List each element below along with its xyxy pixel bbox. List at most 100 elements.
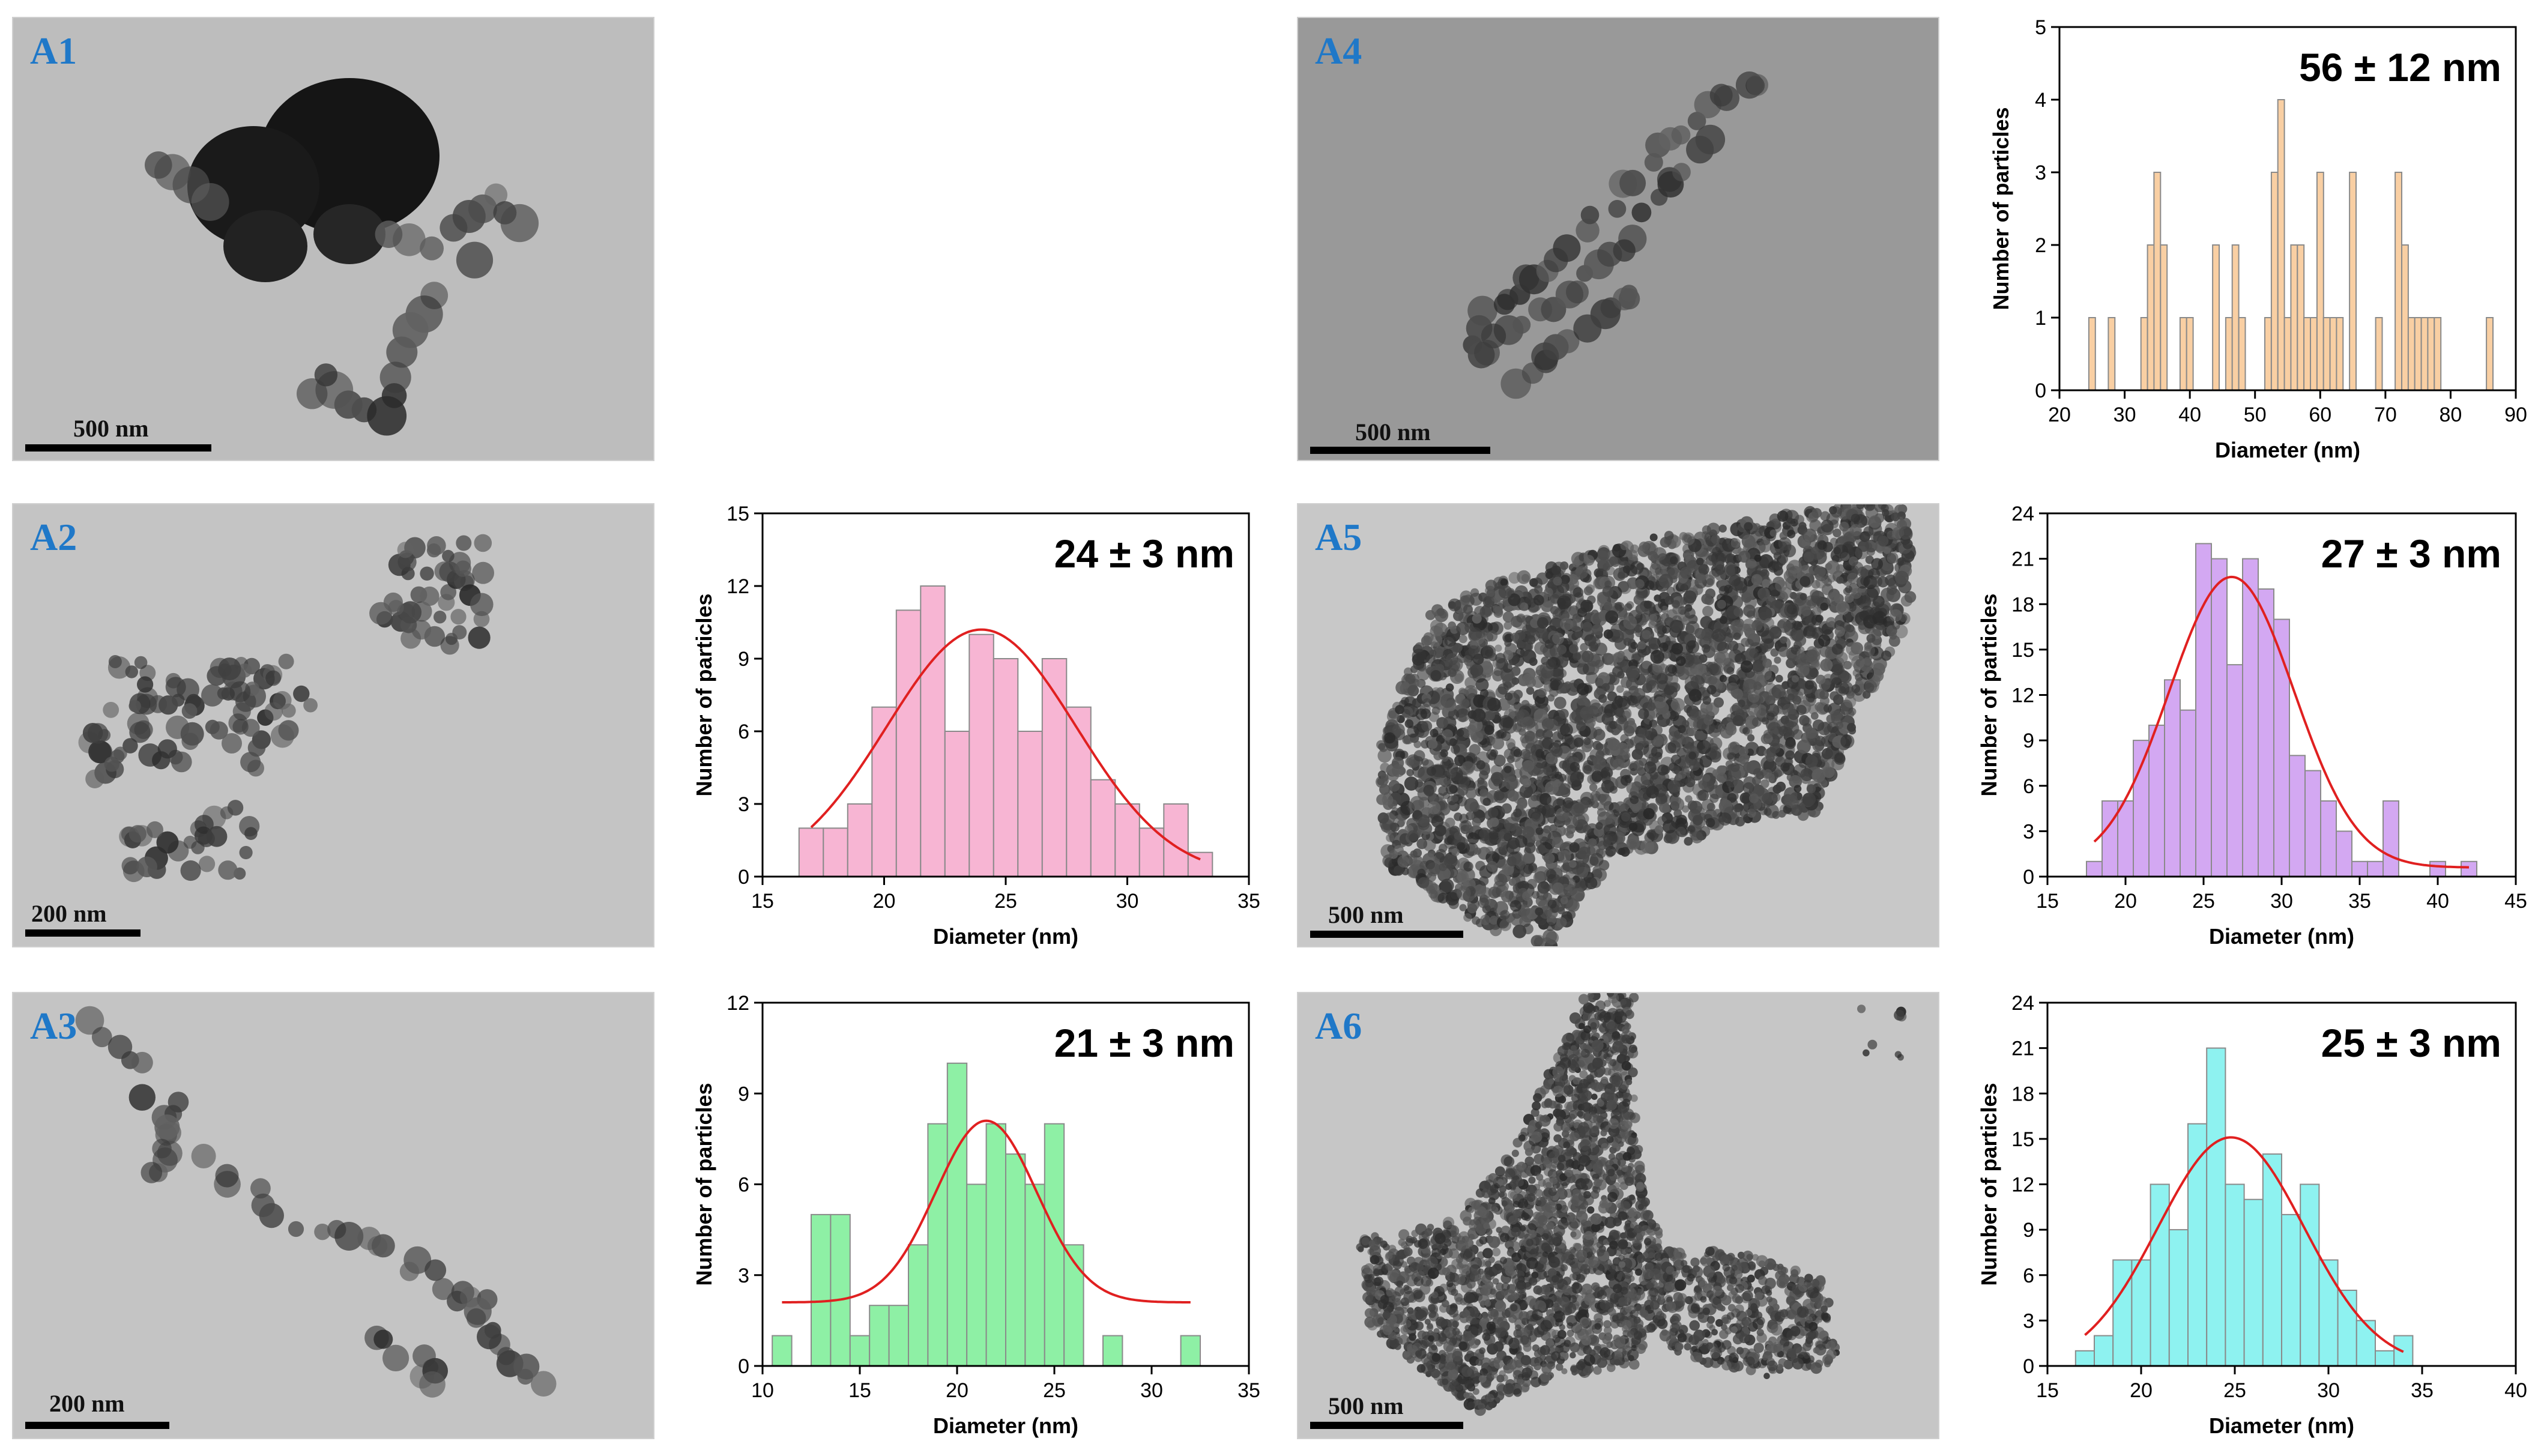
nanoparticle (1557, 595, 1571, 609)
nanoparticle (1684, 836, 1693, 846)
nanoparticle (1438, 786, 1448, 796)
nanoparticle (1711, 534, 1720, 544)
nanoparticle (1405, 674, 1416, 684)
nanoparticle (1469, 744, 1481, 756)
nanoparticle (1709, 793, 1719, 803)
nanoparticle (1851, 561, 1864, 574)
nanoparticle (1585, 717, 1596, 728)
nanoparticle (1887, 530, 1896, 540)
nanoparticle (1562, 862, 1571, 871)
nanoparticle (1795, 515, 1804, 525)
nanoparticle (1648, 621, 1656, 629)
nanoparticle (1597, 802, 1606, 811)
nanoparticle (1799, 576, 1811, 587)
nanoparticle (1684, 552, 1691, 560)
nanoparticle (1464, 677, 1476, 689)
nanoparticle (1618, 848, 1625, 856)
nanoparticle (1593, 728, 1606, 741)
nanoparticle (1618, 225, 1647, 253)
nanoparticle (1583, 555, 1595, 566)
nanoparticle (1392, 723, 1405, 736)
nanoparticle (1709, 750, 1721, 763)
nanoparticle (1386, 833, 1395, 842)
nanoparticle (1534, 694, 1549, 708)
nanoparticle (1751, 574, 1763, 585)
nanoparticle (1511, 677, 1520, 685)
nanoparticle (1634, 695, 1649, 710)
nanoparticle (1666, 567, 1675, 576)
nanoparticle (191, 1144, 216, 1168)
nanoparticle (1512, 316, 1531, 334)
nanoparticle (1496, 1282, 1504, 1291)
nanoparticle (1463, 913, 1472, 922)
nanoparticle (1473, 731, 1483, 742)
nanoparticle (1562, 803, 1572, 813)
nanoparticle (1654, 594, 1661, 602)
nanoparticle (1487, 588, 1495, 597)
nanoparticle (1615, 602, 1625, 612)
nanoparticle (1485, 649, 1493, 657)
nanoparticle (439, 561, 461, 582)
panel-label-a4: A4 (1315, 29, 1362, 72)
nanoparticle (265, 670, 281, 686)
nanoparticle (1529, 578, 1538, 587)
nanoparticle (1890, 609, 1902, 622)
nanoparticle (1589, 783, 1598, 792)
nanoparticle (1388, 780, 1400, 792)
nanoparticle (1469, 719, 1483, 733)
nanoparticle (1706, 684, 1717, 695)
nanoparticle (1430, 670, 1442, 681)
nanoparticle (293, 685, 310, 702)
nanoparticle (1493, 666, 1503, 677)
nanoparticle (88, 740, 112, 764)
nanoparticle (1509, 900, 1521, 912)
nanoparticle (1448, 598, 1461, 612)
nanoparticle (1583, 684, 1592, 693)
nanoparticle (1766, 712, 1775, 721)
nanoparticle (1696, 557, 1704, 566)
nanoparticle (1524, 643, 1532, 651)
nanoparticle (1634, 624, 1643, 633)
nanoparticle (1821, 748, 1833, 760)
nanoparticle (1669, 710, 1679, 721)
nanoparticle (1871, 558, 1884, 570)
nanoparticle (1434, 824, 1446, 837)
nanoparticle (1494, 644, 1502, 652)
nanoparticle (1525, 677, 1536, 688)
nanoparticle (1468, 645, 1479, 656)
nanoparticle (1616, 685, 1624, 693)
nanoparticle (1661, 605, 1669, 614)
nanoparticle (1480, 914, 1491, 925)
nanoparticle (1630, 795, 1639, 805)
nanoparticle (1878, 536, 1889, 546)
nanoparticle (1703, 715, 1714, 725)
nanoparticle (1846, 624, 1855, 633)
nanoparticle (1560, 896, 1568, 905)
nanoparticle (1799, 593, 1807, 600)
nanoparticle (1902, 539, 1913, 549)
nanoparticle (1595, 750, 1604, 759)
nanoparticle (1531, 812, 1541, 822)
nanoparticle (154, 1114, 180, 1140)
large-particle (313, 204, 385, 264)
nanoparticle (1702, 774, 1711, 782)
nanoparticle (1457, 729, 1464, 737)
nanoparticle (1397, 855, 1410, 868)
micrograph-background (13, 504, 653, 946)
nanoparticle (1553, 234, 1581, 262)
nanoparticle (1501, 803, 1512, 814)
nanoparticle (1573, 737, 1584, 748)
nanoparticle-cluster (1298, 993, 1938, 1438)
nanoparticle (1647, 702, 1656, 711)
nanoparticle (1793, 621, 1802, 630)
nanoparticle (1467, 295, 1497, 326)
nanoparticle (1785, 738, 1796, 749)
nanoparticle (397, 542, 414, 558)
nanoparticle (1864, 645, 1875, 657)
nanoparticle (1573, 652, 1582, 661)
nanoparticle (1723, 665, 1733, 674)
scale-bar-a4 (1310, 447, 1490, 454)
nanoparticle (1807, 808, 1816, 817)
nanoparticle (1877, 576, 1889, 588)
nanoparticle (1489, 916, 1499, 925)
